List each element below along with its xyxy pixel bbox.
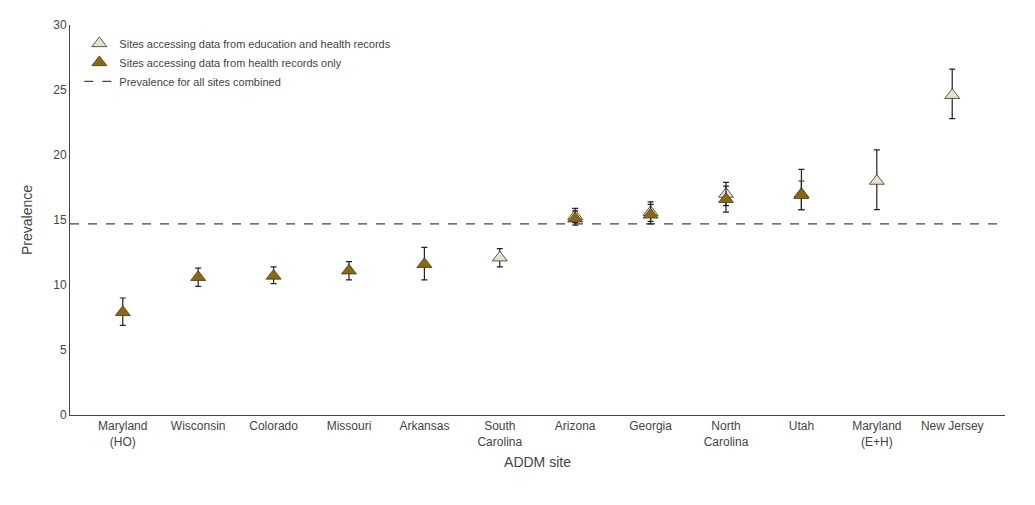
svg-text:NorthCarolina: NorthCarolina	[704, 419, 749, 449]
svg-text:SouthCarolina: SouthCarolina	[477, 419, 522, 449]
svg-text:Arkansas: Arkansas	[399, 419, 449, 433]
svg-text:Sites accessing data from heal: Sites accessing data from health records…	[119, 57, 341, 69]
svg-text:5: 5	[60, 343, 67, 357]
svg-text:New Jersey: New Jersey	[921, 419, 984, 433]
svg-text:25: 25	[53, 83, 67, 97]
svg-text:30: 30	[53, 18, 67, 32]
svg-text:ADDM site: ADDM site	[504, 454, 571, 470]
svg-text:Colorado: Colorado	[249, 419, 298, 433]
svg-text:20: 20	[53, 148, 67, 162]
svg-text:Missouri: Missouri	[327, 419, 372, 433]
svg-text:Maryland(HO): Maryland(HO)	[98, 419, 147, 449]
svg-text:Maryland(E+H): Maryland(E+H)	[852, 419, 901, 449]
svg-text:Georgia: Georgia	[629, 419, 672, 433]
svg-text:Wisconsin: Wisconsin	[171, 419, 226, 433]
svg-text:Arizona: Arizona	[555, 419, 596, 433]
svg-text:0: 0	[60, 408, 67, 422]
svg-text:Utah: Utah	[789, 419, 814, 433]
svg-text:Sites accessing data from educ: Sites accessing data from education and …	[119, 38, 390, 50]
svg-text:Prevalence: Prevalence	[19, 185, 35, 255]
svg-text:Prevalence for all sites combi: Prevalence for all sites combined	[119, 76, 280, 88]
svg-text:15: 15	[53, 213, 67, 227]
svg-text:10: 10	[53, 278, 67, 292]
